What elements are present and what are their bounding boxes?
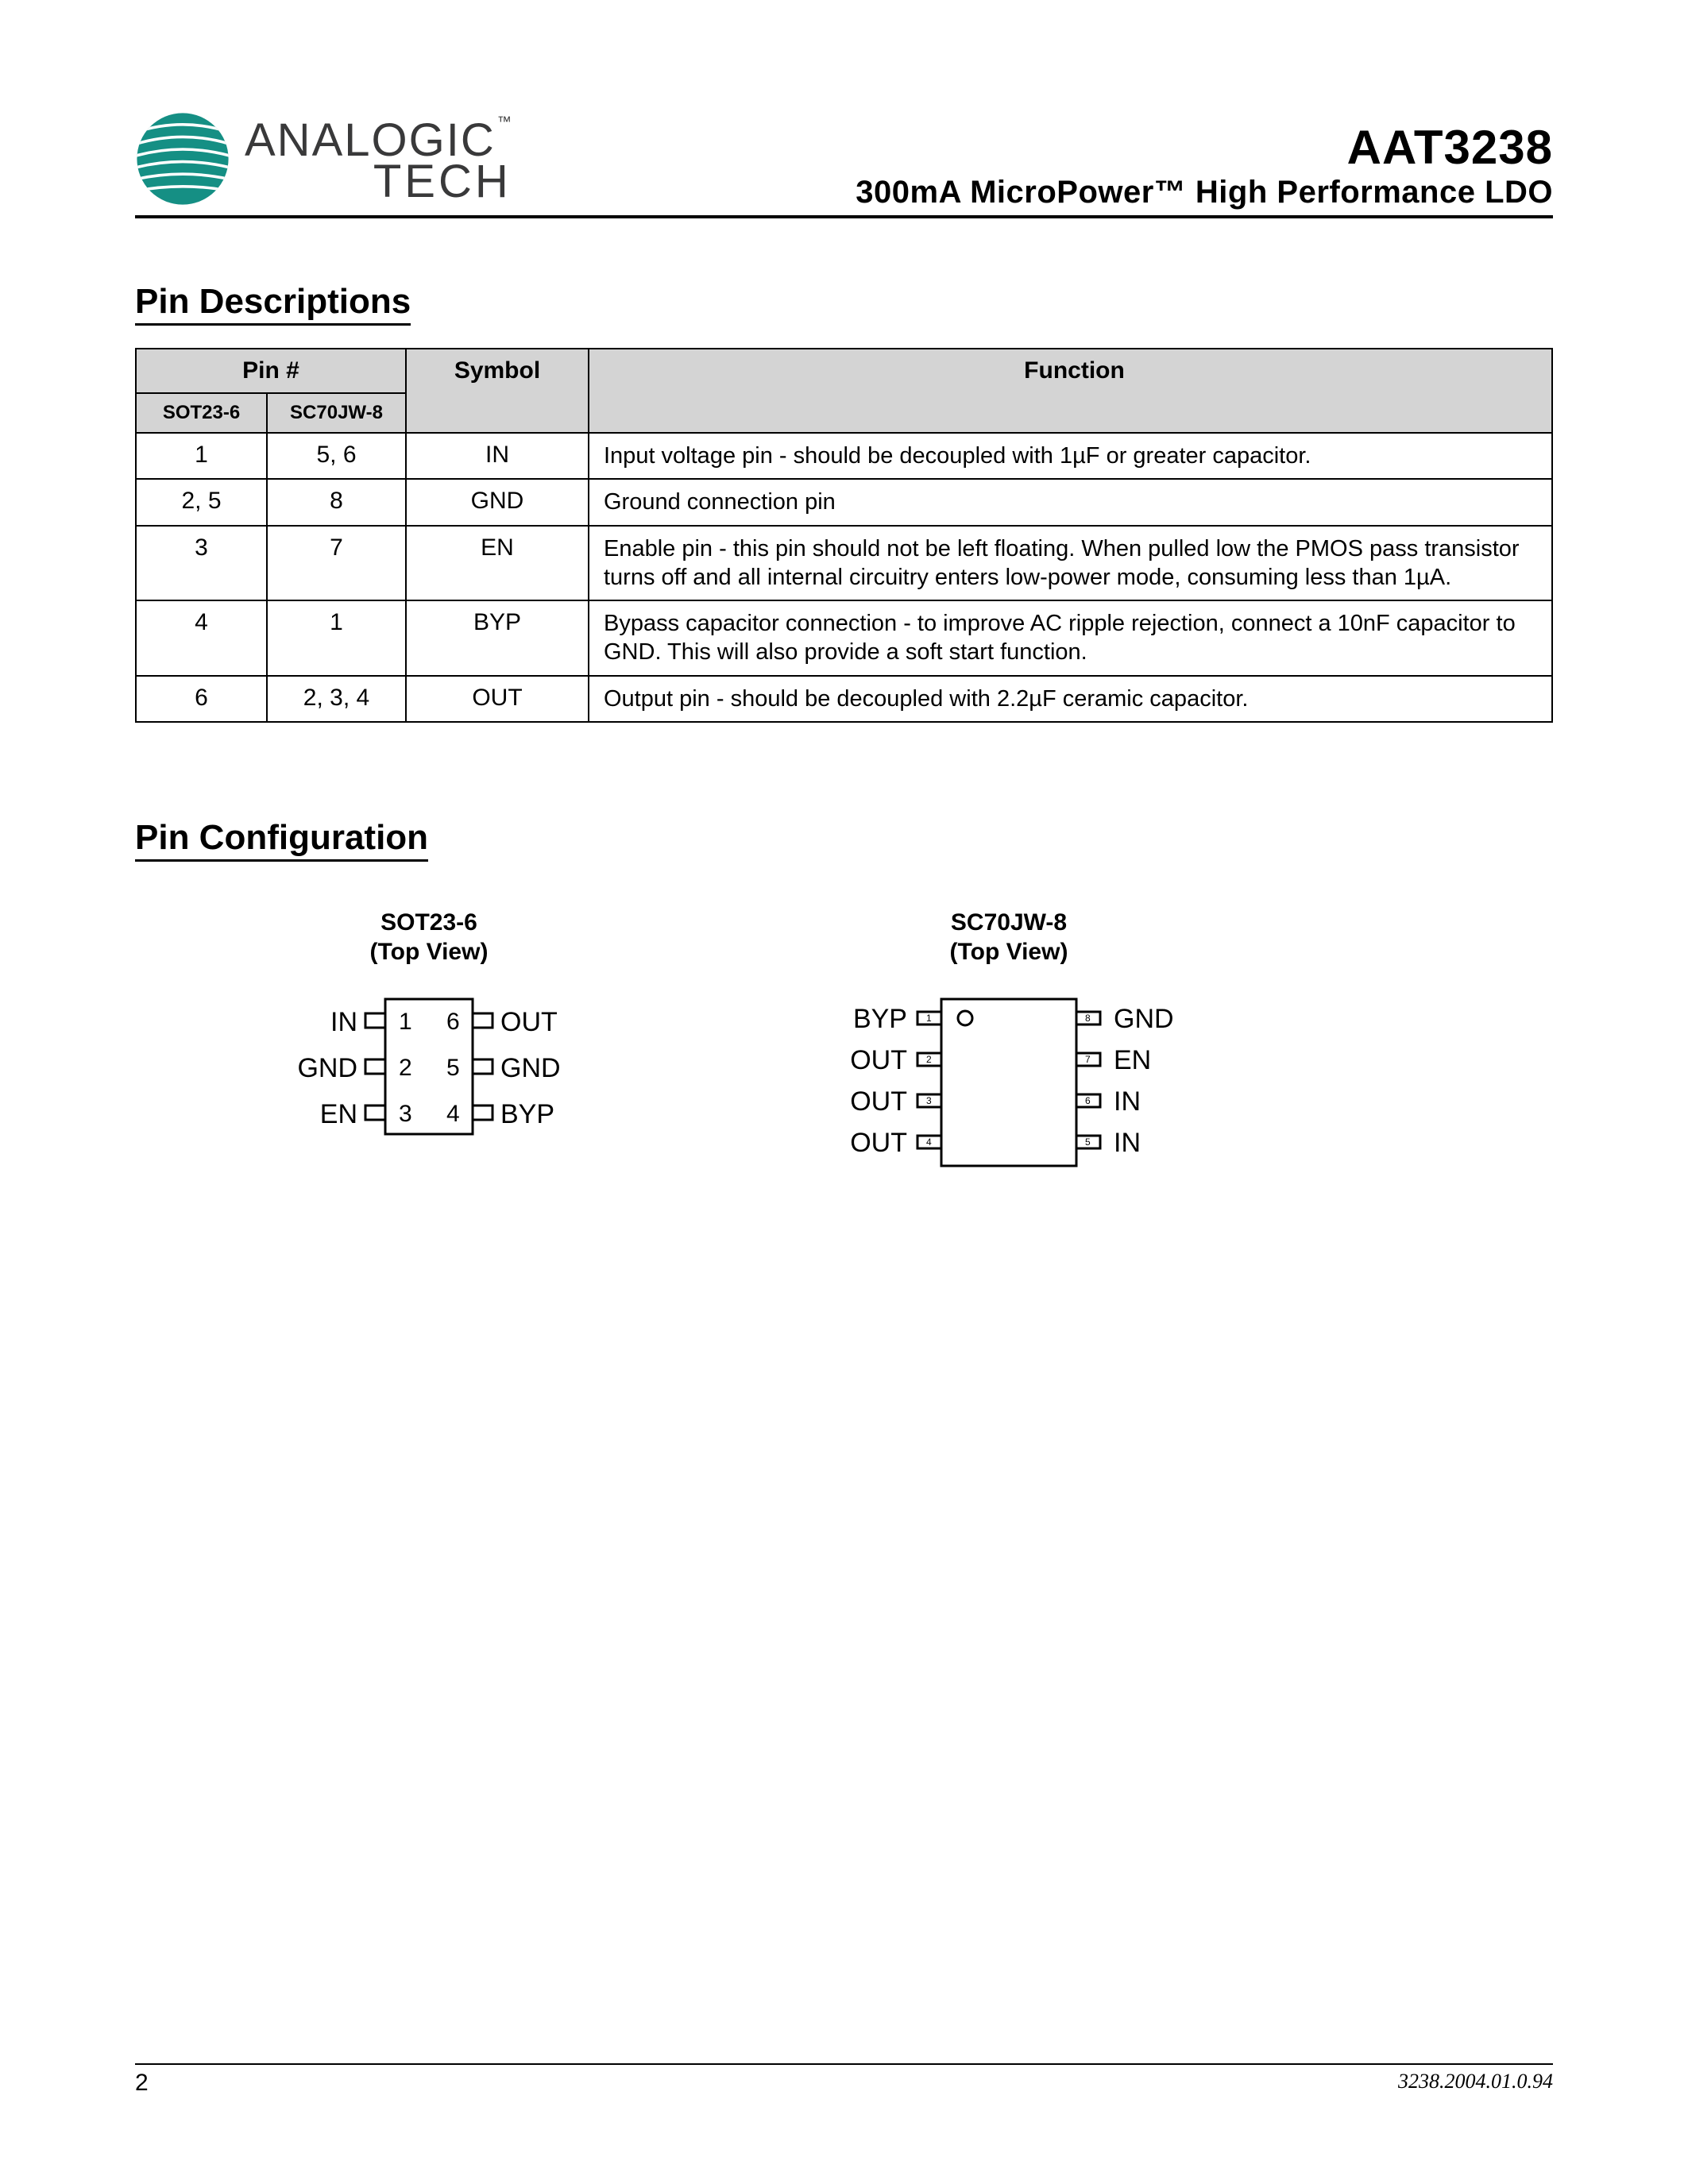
cell-pin-pkg2: 5, 6 (267, 433, 406, 479)
company-name-line1: ANALOGIC™ (245, 118, 512, 164)
package-sc70jw-8-name: SC70JW-8 (951, 909, 1067, 936)
cell-function: Ground connection pin (589, 479, 1552, 525)
pin-configuration-row: SOT23-6 (Top View) (135, 908, 1553, 1174)
pin-label: OUT (850, 1129, 907, 1156)
package-sot23-6-view: (Top View) (370, 939, 489, 965)
col-header-function: Function (589, 349, 1552, 433)
document-subtitle: 300mA MicroPower™ High Performance LDO (856, 175, 1553, 210)
pin-label: BYP (500, 1101, 554, 1128)
table-row: 62, 3, 4OUTOutput pin - should be decoup… (136, 676, 1552, 722)
pin-label: EN (1114, 1047, 1151, 1074)
pin-label: IN (1114, 1129, 1141, 1156)
cell-function: Bypass capacitor connection - to improve… (589, 600, 1552, 676)
datasheet-page: ANALOGIC™ TECH AAT3238 300mA MicroPower™… (0, 0, 1688, 2184)
pin-label: OUT (500, 1009, 558, 1036)
cell-pin-pkg1: 2, 5 (136, 479, 267, 525)
package-sc70jw-8-diagram: 1 2 3 4 8 7 6 5 BYP OUT OUT OUT (802, 991, 1215, 1174)
cell-symbol: OUT (406, 676, 589, 722)
svg-text:2: 2 (399, 1055, 412, 1081)
svg-text:8: 8 (1085, 1013, 1091, 1024)
cell-pin-pkg1: 1 (136, 433, 267, 479)
page-number: 2 (135, 2070, 149, 2097)
package-sot23-6-name: SOT23-6 (380, 909, 477, 936)
svg-text:1: 1 (926, 1013, 932, 1024)
svg-text:4: 4 (926, 1136, 932, 1148)
svg-text:5: 5 (446, 1055, 460, 1081)
package-sot23-6-title: SOT23-6 (Top View) (370, 908, 489, 967)
cell-symbol: IN (406, 433, 589, 479)
table-row: 15, 6INInput voltage pin - should be dec… (136, 433, 1552, 479)
svg-text:2: 2 (926, 1054, 932, 1065)
pin-configuration-section: Pin Configuration SOT23-6 (Top View) (135, 818, 1553, 1174)
pin-label: OUT (850, 1088, 907, 1115)
package-sot23-6-diagram: 1 2 3 6 5 4 IN GND EN OUT GND BYP (262, 991, 596, 1142)
svg-text:1: 1 (399, 1009, 412, 1035)
pin-label: BYP (853, 1005, 907, 1032)
pin-label: GND (1114, 1005, 1174, 1032)
package-sc70jw-8: SC70JW-8 (Top View) (802, 908, 1215, 1174)
svg-text:5: 5 (1085, 1136, 1091, 1148)
pin-descriptions-section: Pin Descriptions Pin # Symbol Function S… (135, 282, 1553, 723)
pin-label: IN (1114, 1088, 1141, 1115)
svg-text:3: 3 (926, 1095, 932, 1106)
cell-function: Enable pin - this pin should not be left… (589, 526, 1552, 601)
page-footer: 2 3238.2004.01.0.94 (135, 2063, 1553, 2097)
cell-function: Output pin - should be decoupled with 2.… (589, 676, 1552, 722)
package-sot23-6: SOT23-6 (Top View) (262, 908, 596, 1174)
cell-symbol: EN (406, 526, 589, 601)
cell-pin-pkg2: 7 (267, 526, 406, 601)
cell-pin-pkg2: 2, 3, 4 (267, 676, 406, 722)
svg-text:6: 6 (1085, 1095, 1091, 1106)
pin-label: IN (330, 1009, 357, 1036)
pin-descriptions-table: Pin # Symbol Function SOT23-6 SC70JW-8 1… (135, 348, 1553, 723)
page-header: ANALOGIC™ TECH AAT3238 300mA MicroPower™… (135, 111, 1553, 218)
pin-label: GND (500, 1055, 561, 1082)
cell-function: Input voltage pin - should be decoupled … (589, 433, 1552, 479)
company-name-word: ANALOGIC (245, 114, 496, 166)
svg-text:7: 7 (1085, 1054, 1091, 1065)
document-id: 3238.2004.01.0.94 (1398, 2070, 1553, 2093)
svg-text:3: 3 (399, 1101, 412, 1127)
cell-pin-pkg1: 6 (136, 676, 267, 722)
cell-symbol: BYP (406, 600, 589, 676)
pin-configuration-heading: Pin Configuration (135, 818, 428, 862)
package-sc70jw-8-title: SC70JW-8 (Top View) (950, 908, 1068, 967)
col-header-pkg1: SOT23-6 (136, 393, 267, 433)
table-row: 41BYPBypass capacitor connection - to im… (136, 600, 1552, 676)
cell-pin-pkg1: 4 (136, 600, 267, 676)
part-number: AAT3238 (856, 120, 1553, 175)
col-header-pin-group: Pin # (136, 349, 406, 393)
cell-symbol: GND (406, 479, 589, 525)
company-logo-block: ANALOGIC™ TECH (135, 111, 512, 210)
company-logo-text: ANALOGIC™ TECH (245, 118, 512, 205)
cell-pin-pkg2: 8 (267, 479, 406, 525)
col-header-symbol: Symbol (406, 349, 589, 433)
package-sc70jw-8-view: (Top View) (950, 939, 1068, 965)
svg-text:4: 4 (446, 1101, 460, 1127)
table-row: 37ENEnable pin - this pin should not be … (136, 526, 1552, 601)
pin-descriptions-tbody: 15, 6INInput voltage pin - should be dec… (136, 433, 1552, 722)
col-header-pkg2: SC70JW-8 (267, 393, 406, 433)
pin-descriptions-heading: Pin Descriptions (135, 282, 411, 326)
cell-pin-pkg1: 3 (136, 526, 267, 601)
svg-text:6: 6 (446, 1009, 460, 1035)
pin-label: EN (320, 1101, 357, 1128)
title-block: AAT3238 300mA MicroPower™ High Performan… (856, 120, 1553, 210)
pin-label: GND (297, 1055, 357, 1082)
pin-label: OUT (850, 1047, 907, 1074)
cell-pin-pkg2: 1 (267, 600, 406, 676)
trademark-symbol: ™ (497, 114, 513, 129)
table-row: 2, 58GNDGround connection pin (136, 479, 1552, 525)
analogic-tech-logo-icon (135, 111, 230, 210)
